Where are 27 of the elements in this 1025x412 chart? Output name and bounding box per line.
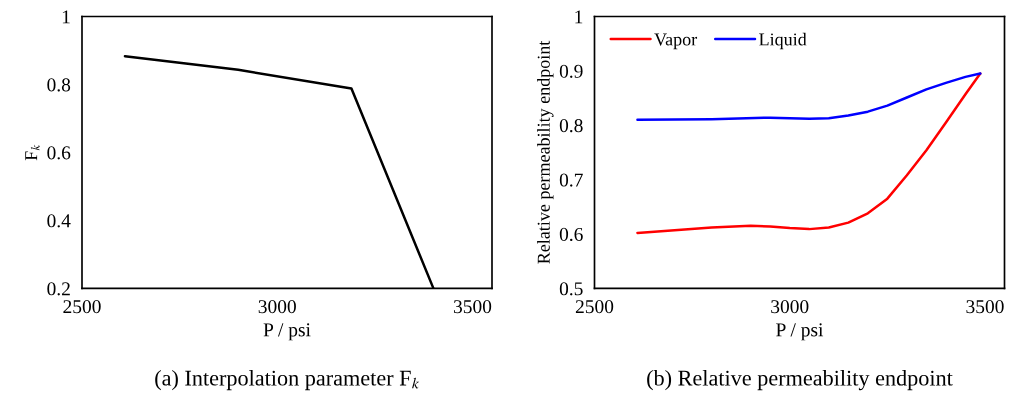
- legend-label: Liquid: [759, 32, 807, 50]
- text: (a) Interpolation parameter F$_{k}$: [155, 369, 420, 391]
- line-series: [636, 72, 982, 122]
- y-tick-label: 0.7: [559, 173, 583, 187]
- x-axis-title: P / psi: [263, 323, 311, 341]
- line-series: [636, 72, 982, 235]
- x-tick-label: 3000: [258, 300, 296, 314]
- y-tick-label: 0.8: [47, 78, 71, 92]
- y-tick-label: 0.5: [559, 282, 583, 296]
- x-tick-label: 2500: [63, 300, 101, 314]
- y-axis-title: Relative permeability endpoint: [537, 40, 554, 264]
- x-tick-label: 3000: [771, 300, 809, 314]
- x-axis-title: P / psi: [776, 323, 824, 341]
- y-tick-label: 0.2: [47, 282, 70, 296]
- y-tick-label: 0.6: [559, 227, 583, 242]
- text: (b) Relative permeability endpoint: [647, 369, 953, 391]
- y-tick-label: 0.4: [47, 214, 71, 228]
- legend-label: Vapor: [654, 33, 698, 50]
- y-tick-label: 0.9: [559, 64, 583, 78]
- y-tick-label: 1: [575, 10, 583, 24]
- x-tick-label: 3500: [966, 300, 1004, 314]
- y-tick-label: 1: [62, 10, 70, 24]
- y-axis-title: F$_{k}$: [25, 144, 40, 161]
- y-tick-label: 0.6: [47, 146, 71, 160]
- x-tick-label: 3500: [453, 300, 492, 314]
- x-tick-label: 2500: [575, 300, 614, 314]
- y-tick-label: 0.8: [559, 119, 583, 133]
